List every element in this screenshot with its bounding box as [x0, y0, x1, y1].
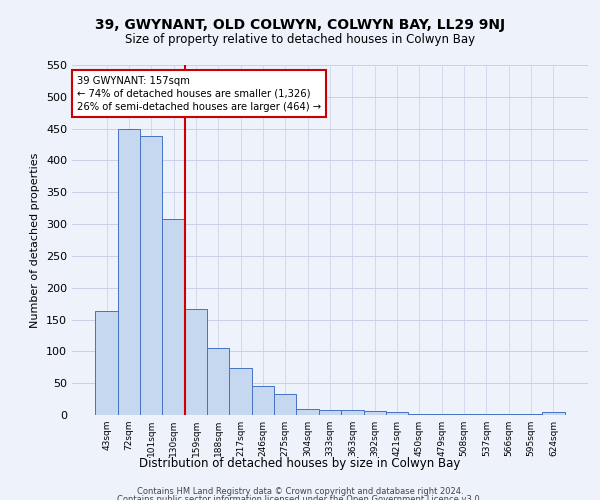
- Bar: [296, 408, 319, 415]
- Bar: [364, 411, 386, 415]
- Text: Distribution of detached houses by size in Colwyn Bay: Distribution of detached houses by size …: [139, 458, 461, 470]
- Bar: [431, 414, 453, 415]
- Bar: [252, 386, 274, 415]
- Bar: [95, 312, 118, 415]
- Bar: [207, 348, 229, 415]
- Bar: [542, 412, 565, 415]
- Bar: [140, 136, 163, 415]
- Bar: [408, 414, 431, 415]
- Bar: [520, 414, 542, 415]
- Bar: [185, 308, 207, 415]
- Bar: [319, 410, 341, 415]
- Bar: [163, 219, 185, 415]
- Bar: [386, 412, 408, 415]
- Bar: [341, 410, 364, 415]
- Text: Size of property relative to detached houses in Colwyn Bay: Size of property relative to detached ho…: [125, 32, 475, 46]
- Text: Contains public sector information licensed under the Open Government Licence v3: Contains public sector information licen…: [118, 495, 482, 500]
- Text: 39, GWYNANT, OLD COLWYN, COLWYN BAY, LL29 9NJ: 39, GWYNANT, OLD COLWYN, COLWYN BAY, LL2…: [95, 18, 505, 32]
- Text: Contains HM Land Registry data © Crown copyright and database right 2024.: Contains HM Land Registry data © Crown c…: [137, 488, 463, 496]
- Bar: [274, 394, 296, 415]
- Bar: [497, 414, 520, 415]
- Y-axis label: Number of detached properties: Number of detached properties: [31, 152, 40, 328]
- Bar: [118, 128, 140, 415]
- Text: 39 GWYNANT: 157sqm
← 74% of detached houses are smaller (1,326)
26% of semi-deta: 39 GWYNANT: 157sqm ← 74% of detached hou…: [77, 76, 321, 112]
- Bar: [453, 414, 475, 415]
- Bar: [229, 368, 252, 415]
- Bar: [475, 414, 497, 415]
